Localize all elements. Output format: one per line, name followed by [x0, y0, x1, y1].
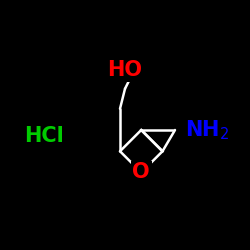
Text: HO: HO	[108, 60, 142, 80]
Text: NH$_2$: NH$_2$	[185, 118, 230, 142]
Text: O: O	[132, 162, 150, 182]
Text: HCl: HCl	[24, 126, 64, 146]
